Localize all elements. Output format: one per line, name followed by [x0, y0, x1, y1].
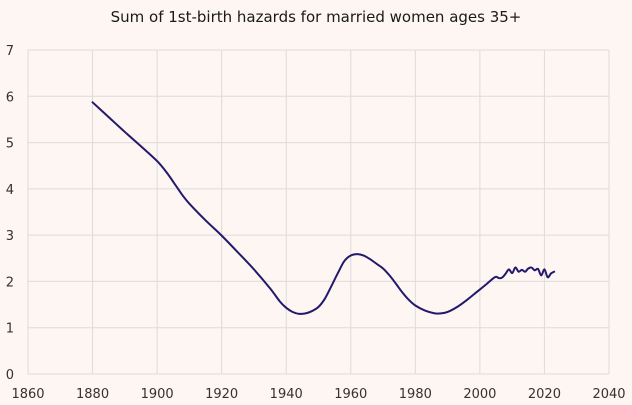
axis-labels: 1860 1880 1900 1920 1940 1960 1980 2000 2020 2040… — [6, 44, 626, 402]
series-line — [91, 101, 556, 315]
x-tick-label: 1860 — [11, 387, 44, 402]
y-tick-label: 4 — [6, 183, 14, 198]
x-tick-label: 1980 — [399, 387, 432, 402]
series-layer — [91, 101, 556, 315]
y-tick-label: 7 — [6, 44, 14, 59]
chart-title: Sum of 1st-birth hazards for married wom… — [110, 8, 522, 26]
x-tick-label: 2040 — [592, 387, 625, 402]
y-tick-label: 2 — [6, 275, 14, 290]
y-tick-label: 3 — [6, 229, 14, 244]
x-tick-label: 1900 — [141, 387, 174, 402]
grid-lines — [27, 49, 610, 375]
x-tick-label: 1960 — [334, 387, 367, 402]
x-tick-label: 1920 — [205, 387, 238, 402]
x-tick-label: 1940 — [270, 387, 303, 402]
y-tick-label: 0 — [6, 368, 14, 383]
y-tick-label: 1 — [6, 322, 14, 337]
x-tick-label: 1880 — [76, 387, 109, 402]
y-tick-label: 6 — [6, 90, 14, 105]
y-tick-label: 5 — [6, 137, 14, 152]
x-tick-label: 2000 — [463, 387, 496, 402]
x-tick-label: 2020 — [528, 387, 561, 402]
